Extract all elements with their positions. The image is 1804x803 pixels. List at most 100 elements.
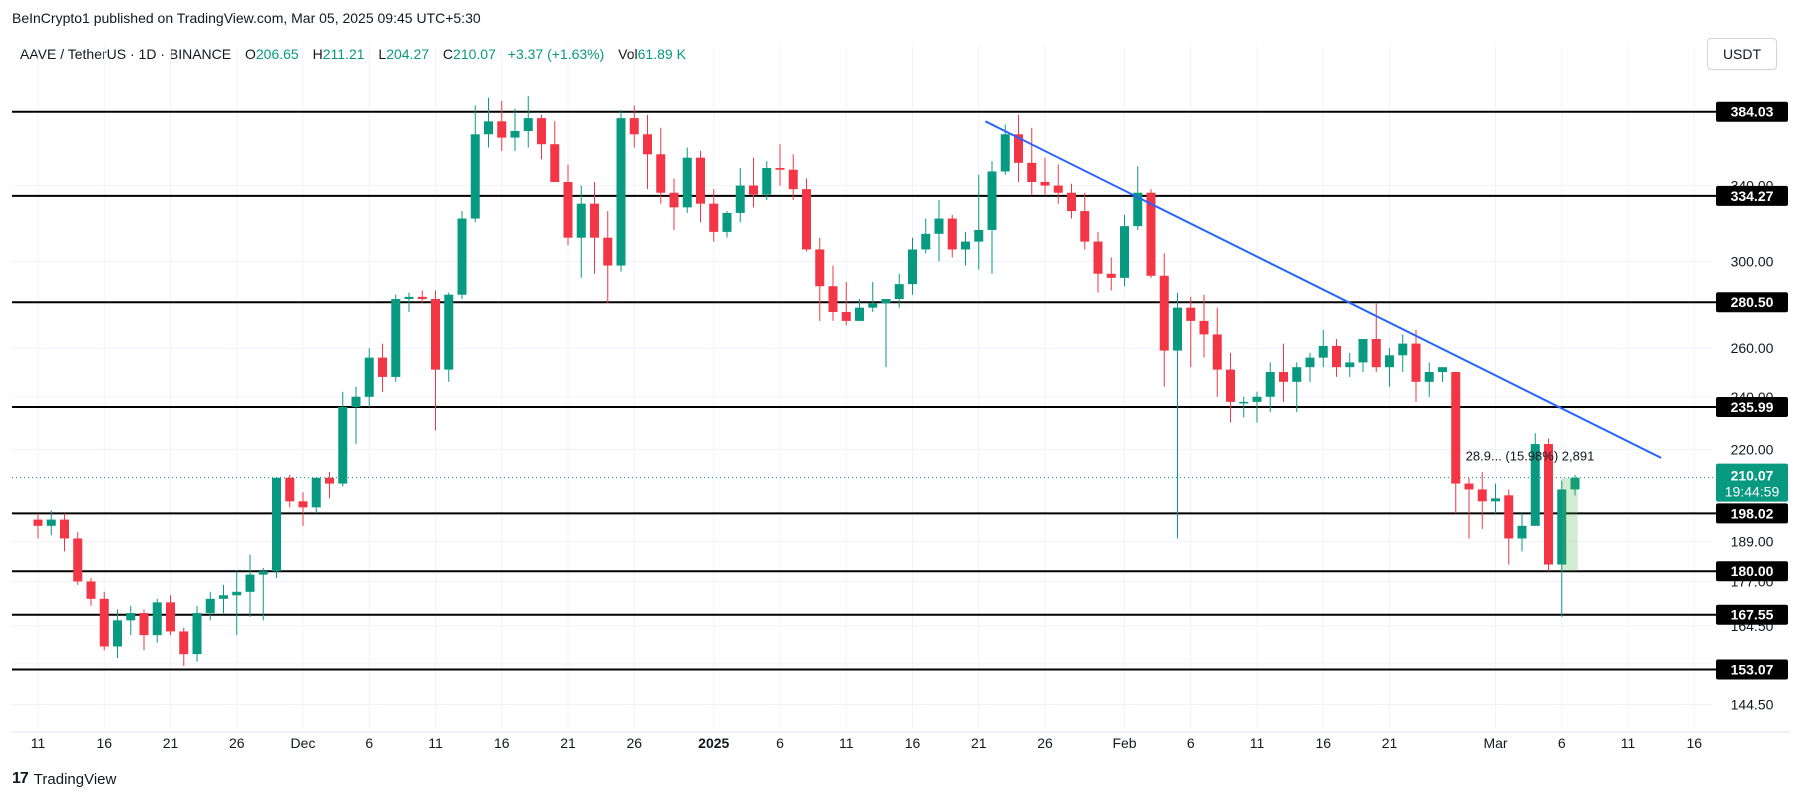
level-price-text: 180.00: [1731, 563, 1774, 579]
candle-body: [974, 229, 984, 242]
candle-body: [1385, 355, 1394, 368]
candle-body: [285, 477, 295, 502]
candle-body: [841, 312, 851, 321]
candle-body: [470, 134, 480, 219]
currency-button[interactable]: USDT: [1707, 38, 1777, 70]
candles: [33, 96, 1580, 666]
candle-body: [947, 218, 957, 250]
candle-body: [1159, 275, 1169, 351]
measure-range-box: [1561, 477, 1578, 572]
candle-body: [417, 296, 427, 299]
candle-body: [1053, 185, 1063, 193]
close-label: C: [442, 46, 454, 62]
candle-body: [616, 118, 626, 266]
candle-body: [1305, 357, 1315, 368]
candle-body: [1080, 211, 1090, 242]
level-price-text: 334.27: [1731, 188, 1774, 204]
candle-body: [152, 602, 162, 636]
candle-body: [1424, 372, 1434, 382]
x-tick-label: 6: [776, 735, 784, 751]
x-tick-label: 16: [1686, 735, 1702, 751]
candle-body: [351, 396, 361, 407]
candle-body: [1570, 477, 1580, 490]
x-tick-label: 26: [229, 735, 245, 751]
price-tick-label: 189.00: [1731, 534, 1774, 550]
candle-body: [908, 249, 917, 285]
candle-body: [1411, 343, 1421, 382]
candle-body: [1212, 334, 1222, 370]
candle-body: [762, 167, 772, 195]
candle-body: [1133, 192, 1143, 227]
x-tick-label: 11: [839, 735, 854, 751]
candle-body: [325, 477, 334, 484]
candle-body: [1226, 369, 1235, 402]
x-tick-label: 11: [428, 735, 443, 751]
x-tick-label: Mar: [1483, 735, 1507, 751]
symbol-name[interactable]: AAVE / TetherUS · 1D · BINANCE: [20, 46, 232, 62]
candle-body: [166, 602, 175, 632]
level-price-tag: [1716, 292, 1788, 313]
candle-body: [1252, 396, 1262, 402]
x-tick-label: 16: [96, 735, 112, 751]
candle-body: [338, 406, 348, 484]
candle-body: [590, 203, 599, 238]
candle-body: [1067, 192, 1076, 212]
candle-body: [1358, 338, 1368, 363]
candle-body: [788, 169, 798, 190]
x-tick-label: 16: [494, 735, 510, 751]
x-tick-label: 16: [1315, 735, 1331, 751]
candle-body: [735, 185, 745, 213]
x-tick-label: 6: [1187, 735, 1195, 751]
candle-body: [179, 631, 189, 655]
price-tick-label: 300.00: [1731, 253, 1774, 269]
candle-body: [99, 598, 109, 647]
candle-body: [364, 357, 374, 397]
candle-body: [881, 298, 891, 304]
candle-body: [60, 519, 69, 539]
trendline: 28.9... (15.98%) 2,891: [984, 120, 1662, 572]
volume-value: 61.89 K: [637, 46, 686, 62]
tradingview-logo[interactable]: 17 TradingView: [12, 770, 116, 788]
candle-body: [709, 203, 719, 232]
x-tick-label: 11: [1621, 735, 1636, 751]
candle-body: [1530, 444, 1540, 526]
candle-body: [1120, 226, 1129, 278]
x-tick-label: 21: [560, 735, 576, 751]
candle-body: [1000, 134, 1010, 172]
candle-body: [311, 477, 321, 508]
level-price-tag: [1716, 503, 1788, 524]
candle-body: [629, 118, 639, 135]
candle-body: [576, 203, 586, 238]
candle-body: [855, 307, 864, 321]
candle-body: [563, 182, 573, 238]
open-value: 206.65: [255, 46, 299, 62]
candle-body: [298, 501, 308, 508]
x-tick-label: 26: [626, 735, 642, 751]
level-price-text: 384.03: [1731, 104, 1774, 120]
x-tick-label: 16: [905, 735, 921, 751]
tradingview-mark-icon: 17: [12, 770, 29, 787]
level-price-text: 280.50: [1731, 294, 1774, 310]
candle-body: [1173, 307, 1182, 351]
symbol-legend: AAVE / TetherUS · 1D · BINANCE O206.65 H…: [20, 46, 686, 62]
candle-body: [444, 294, 454, 370]
close-value: 210.07: [453, 46, 496, 62]
level-price-text: 167.55: [1731, 607, 1774, 623]
low-label: L: [378, 46, 387, 62]
candle-body: [1451, 372, 1461, 484]
candle-body: [550, 144, 560, 183]
candle-body: [934, 218, 944, 234]
bar-countdown-text: 19:44:59: [1725, 484, 1780, 500]
x-tick-label: 11: [1250, 735, 1265, 751]
candle-body: [391, 298, 401, 377]
candle-body: [643, 134, 652, 155]
level-price-text: 235.99: [1731, 399, 1774, 415]
candle-body: [126, 613, 136, 621]
candle-body: [537, 118, 546, 145]
candle-body: [73, 538, 83, 582]
measure-label: 28.9... (15.98%) 2,891: [1466, 449, 1595, 464]
candle-body: [497, 121, 507, 138]
candle-body: [1265, 372, 1275, 397]
candle-body: [1186, 307, 1196, 321]
